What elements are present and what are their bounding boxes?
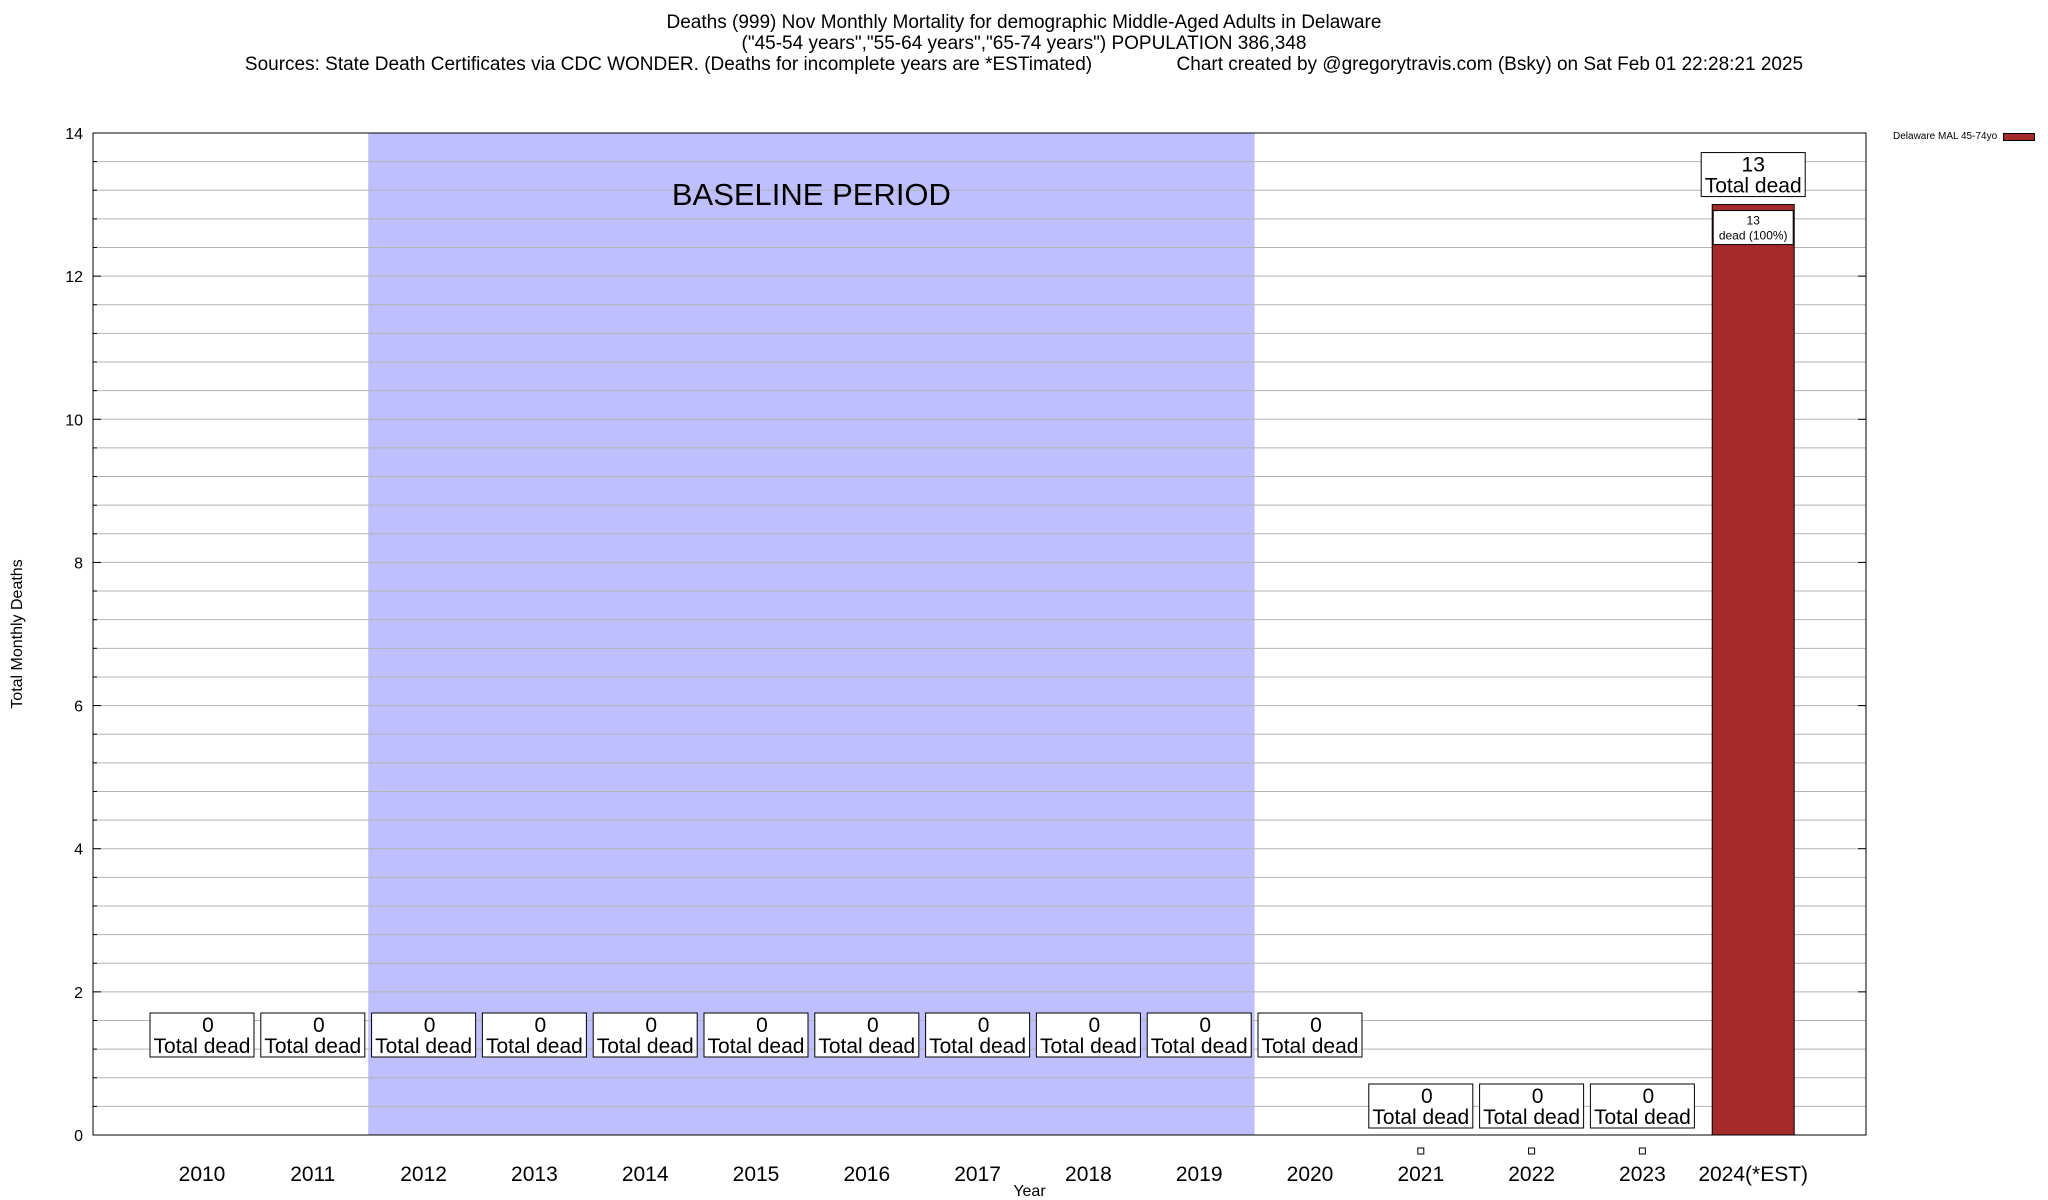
total-label-box <box>1479 1083 1585 1129</box>
total-label-value: 0 <box>1532 1085 1544 1108</box>
inner-label-text: dead (100%) <box>1719 229 1788 243</box>
total-label-value: 0 <box>1199 1014 1211 1037</box>
total-label-box <box>1589 1083 1695 1129</box>
x-tick-label: 2016 <box>843 1163 890 1186</box>
x-tick-label: 2021 <box>1397 1163 1444 1186</box>
total-label-value: 0 <box>424 1014 436 1037</box>
total-label-text: Total dead <box>1483 1106 1580 1129</box>
total-label-box <box>1257 1012 1363 1058</box>
total-label-value: 0 <box>1421 1085 1433 1108</box>
x-tick-label: 2013 <box>511 1163 558 1186</box>
total-label-text: Total dead <box>929 1035 1026 1058</box>
total-label-text: Total dead <box>154 1035 251 1058</box>
legend-swatch <box>2003 132 2036 141</box>
baseline-period-shade <box>368 133 1255 1135</box>
inner-label-value: 13 <box>1747 214 1761 228</box>
y-tick-label: 4 <box>74 842 83 859</box>
total-label-value: 0 <box>202 1014 214 1037</box>
inner-label-box <box>1712 210 1794 246</box>
total-label-text: Total dead <box>375 1035 472 1058</box>
chart-title: Deaths (999) Nov Monthly Mortality for d… <box>666 12 1382 33</box>
y-tick-label: 10 <box>65 412 83 429</box>
chart-subtitle: ("45-54 years","55-64 years","65-74 year… <box>741 33 1307 54</box>
total-label-box <box>703 1012 809 1058</box>
total-label-text: Total dead <box>818 1035 915 1058</box>
x-tick-label: 2014 <box>622 1163 669 1186</box>
y-tick-label: 8 <box>74 555 83 572</box>
total-label-box <box>1700 152 1806 198</box>
total-label-box <box>149 1012 255 1058</box>
y-tick-label: 12 <box>65 269 83 286</box>
total-label-box <box>1368 1083 1474 1129</box>
x-axis-label: Year <box>1013 1183 1046 1200</box>
y-tick-label: 14 <box>65 126 83 143</box>
x-tick-label: 2019 <box>1176 1163 1223 1186</box>
baseline-period-label: BASELINE PERIOD <box>672 177 951 212</box>
chart-titles: Deaths (999) Nov Monthly Mortality for d… <box>0 12 2048 75</box>
legend-label: Delaware MAL 45-74yo <box>1893 131 1998 142</box>
total-label-text: Total dead <box>486 1035 583 1058</box>
plot-frame <box>92 132 1867 1136</box>
legend: Delaware MAL 45-74yo <box>1893 131 2036 142</box>
total-label-box <box>260 1012 366 1058</box>
total-label-value: 0 <box>313 1014 325 1037</box>
total-label-value: 0 <box>1643 1085 1655 1108</box>
total-label-text: Total dead <box>597 1035 694 1058</box>
x-tick-label: 2011 <box>290 1163 335 1186</box>
y-axis-label: Total Monthly Deaths <box>9 559 26 708</box>
bar <box>1711 204 1795 1136</box>
total-label-text: Total dead <box>1040 1035 1137 1058</box>
x-tick-label: 2023 <box>1619 1163 1666 1186</box>
total-label-box <box>481 1012 587 1058</box>
y-tick-label: 0 <box>74 1128 83 1145</box>
total-label-text: Total dead <box>708 1035 805 1058</box>
bar-marker <box>1528 1147 1536 1155</box>
total-label-box <box>1035 1012 1141 1058</box>
y-tick-label: 6 <box>74 699 83 716</box>
total-label-value: 0 <box>756 1014 768 1037</box>
total-label-value: 13 <box>1742 154 1765 177</box>
total-label-value: 0 <box>645 1014 657 1037</box>
x-tick-label: 2018 <box>1065 1163 1112 1186</box>
chart-source-line: Sources: State Death Certificates via CD… <box>244 54 1804 75</box>
x-tick-label: 2015 <box>733 1163 780 1186</box>
total-label-text: Total dead <box>1151 1035 1248 1058</box>
x-tick-label: 2010 <box>179 1163 226 1186</box>
total-label-box <box>814 1012 920 1058</box>
total-label-text: Total dead <box>264 1035 361 1058</box>
total-label-value: 0 <box>535 1014 547 1037</box>
x-tick-label: 2017 <box>954 1163 1001 1186</box>
total-label-text: Total dead <box>1372 1106 1469 1129</box>
x-tick-label: 2024(*EST) <box>1698 1163 1808 1186</box>
total-label-text: Total dead <box>1262 1035 1359 1058</box>
bar-marker <box>1638 1147 1646 1155</box>
bar-marker <box>1417 1147 1425 1155</box>
total-label-box <box>592 1012 698 1058</box>
total-label-value: 0 <box>867 1014 879 1037</box>
total-label-text: Total dead <box>1705 175 1802 198</box>
total-label-box <box>1146 1012 1252 1058</box>
total-label-text: Total dead <box>1594 1106 1691 1129</box>
x-tick-label: 2020 <box>1287 1163 1334 1186</box>
x-tick-label: 2022 <box>1508 1163 1555 1186</box>
total-label-value: 0 <box>1310 1014 1322 1037</box>
total-label-value: 0 <box>1089 1014 1101 1037</box>
y-tick-label: 2 <box>74 985 83 1002</box>
total-label-value: 0 <box>978 1014 990 1037</box>
x-tick-label: 2012 <box>400 1163 447 1186</box>
total-label-box <box>371 1012 477 1058</box>
total-label-box <box>925 1012 1031 1058</box>
